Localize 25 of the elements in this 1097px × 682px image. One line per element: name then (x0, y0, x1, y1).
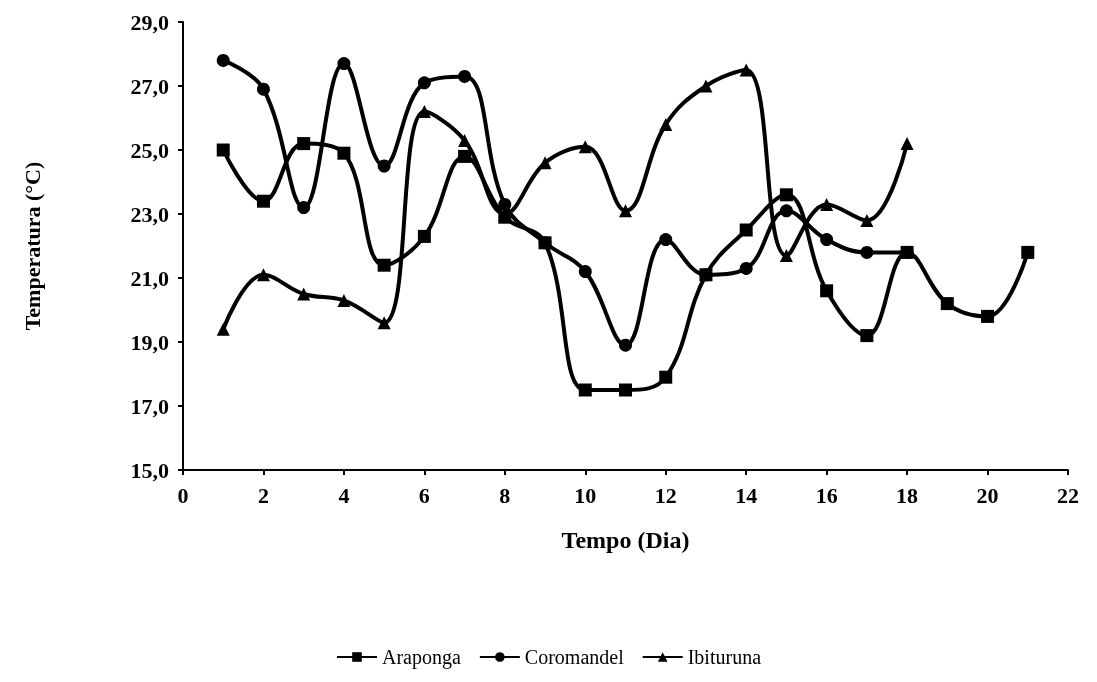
x-tick-label: 22 (1057, 482, 1079, 508)
x-tick-label: 16 (815, 482, 838, 508)
x-tick-label: 18 (896, 482, 919, 508)
x-tick-label: 8 (499, 482, 511, 508)
legend-label: Araponga (381, 646, 461, 669)
x-tick-label: 14 (735, 482, 758, 508)
x-tick-label: 10 (574, 482, 597, 508)
y-tick-label: 27,0 (130, 73, 169, 99)
y-tick-label: 19,0 (130, 329, 169, 355)
y-tick-label: 29,0 (130, 9, 169, 35)
y-tick-label: 23,0 (130, 201, 169, 227)
x-axis-title: Tempo (Dia) (561, 527, 690, 553)
x-tick-label: 4 (338, 482, 350, 508)
x-tick-label: 0 (177, 482, 189, 508)
y-axis-title: Temperatura (°C) (19, 161, 45, 331)
y-tick-label: 25,0 (130, 137, 169, 163)
legend-label: Ibituruna (687, 646, 762, 668)
x-tick-label: 2 (257, 482, 269, 508)
x-tick-label: 6 (418, 482, 430, 508)
y-tick-label: 21,0 (130, 265, 169, 291)
x-tick-label: 12 (654, 482, 677, 508)
y-tick-label: 15,0 (130, 457, 169, 483)
legend-label: Coromandel (524, 646, 625, 668)
y-tick-label: 17,0 (130, 393, 169, 419)
x-tick-label: 20 (976, 482, 999, 508)
